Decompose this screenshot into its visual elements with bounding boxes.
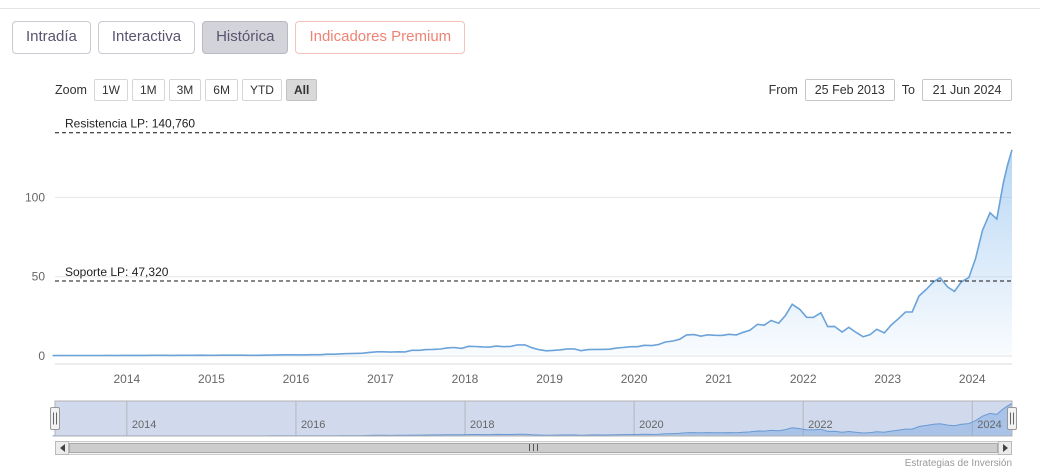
- zoom-all-button[interactable]: All: [285, 78, 318, 101]
- x-axis-label: 2016: [283, 372, 310, 386]
- x-axis-label: 2022: [790, 372, 817, 386]
- top-divider: [0, 8, 1040, 9]
- series-line: [52, 149, 1013, 356]
- zoom-button-group: Zoom 1W 1M 3M 6M YTD All: [55, 78, 321, 101]
- x-axis-label: 2024: [959, 372, 986, 386]
- y-axis-label: 100: [25, 190, 45, 204]
- navigator-handle-left[interactable]: [50, 406, 60, 430]
- scrollbar: [55, 440, 1012, 455]
- scrollbar-left-button[interactable]: [55, 440, 69, 455]
- tab-historica[interactable]: Histórica: [202, 21, 289, 54]
- scrollbar-right-button[interactable]: [998, 440, 1012, 455]
- tab-interactiva[interactable]: Interactiva: [97, 21, 196, 54]
- x-axis-label: 2021: [705, 372, 732, 386]
- navigator-year-label: 2016: [301, 419, 325, 431]
- zoom-label: Zoom: [55, 82, 87, 97]
- left-arrow-icon: [59, 443, 65, 452]
- x-axis-label: 2015: [198, 372, 225, 386]
- x-axis-label: 2018: [452, 372, 479, 386]
- navigator-year-label: 2020: [639, 419, 663, 431]
- navigator-year-label: 2024: [977, 419, 1001, 431]
- zoom-3m-button[interactable]: 3M: [168, 78, 202, 101]
- chart-tabs: Intradía Interactiva Histórica Indicador…: [12, 21, 1040, 54]
- from-label: From: [768, 82, 798, 97]
- navigator[interactable]: 2014 2016 2018 2020 2022 2024: [0, 399, 1040, 439]
- navigator-mask[interactable]: [55, 400, 1012, 436]
- x-axis-label: 2014: [114, 372, 141, 386]
- zoom-6m-button[interactable]: 6M: [205, 78, 238, 101]
- navigator-year-label: 2014: [132, 419, 156, 431]
- x-axis-label: 2023: [874, 372, 901, 386]
- credits: Estrategias de Inversión: [904, 457, 1012, 469]
- navigator-year-label: 2022: [808, 419, 832, 431]
- to-date-input[interactable]: [922, 78, 1012, 101]
- to-label: To: [901, 82, 915, 97]
- resistance-label: Resistencia LP: 140,760: [65, 116, 195, 130]
- x-axis-label: 2017: [367, 372, 394, 386]
- tab-intradia[interactable]: Intradía: [12, 21, 91, 54]
- date-range-group: From To: [762, 78, 1012, 101]
- support-label: Soporte LP: 47,320: [65, 264, 169, 278]
- zoom-1w-button[interactable]: 1W: [93, 78, 128, 101]
- zoom-1m-button[interactable]: 1M: [131, 78, 165, 101]
- navigator-handle-left-body[interactable]: [50, 406, 60, 430]
- right-arrow-icon: [1002, 443, 1008, 452]
- navigator-handle-right-body[interactable]: [1007, 406, 1017, 430]
- scrollbar-track[interactable]: [69, 440, 998, 455]
- scrollbar-thumb[interactable]: [69, 442, 998, 453]
- y-axis-label: 50: [32, 269, 46, 283]
- scrollbar-grip-icon: [529, 444, 538, 451]
- y-axis-label: 0: [38, 349, 45, 363]
- price-chart: 0 50 100 2014 2015 2016 2017 2018 2019 2020 2021 20…: [25, 116, 1013, 386]
- from-date-input[interactable]: [804, 78, 895, 101]
- x-axis-label: 2019: [536, 372, 563, 386]
- x-axis-label: 2020: [621, 372, 648, 386]
- navigator-year-label: 2018: [470, 419, 494, 431]
- zoom-ytd-button[interactable]: YTD: [241, 78, 282, 101]
- navigator-series-area: [52, 403, 1012, 436]
- tab-indicadores-premium[interactable]: Indicadores Premium: [295, 21, 466, 54]
- series-area: [52, 149, 1012, 356]
- range-selector-row: Zoom 1W 1M 3M 6M YTD All From To: [55, 78, 1012, 101]
- navigator-handle-right[interactable]: [1007, 406, 1017, 430]
